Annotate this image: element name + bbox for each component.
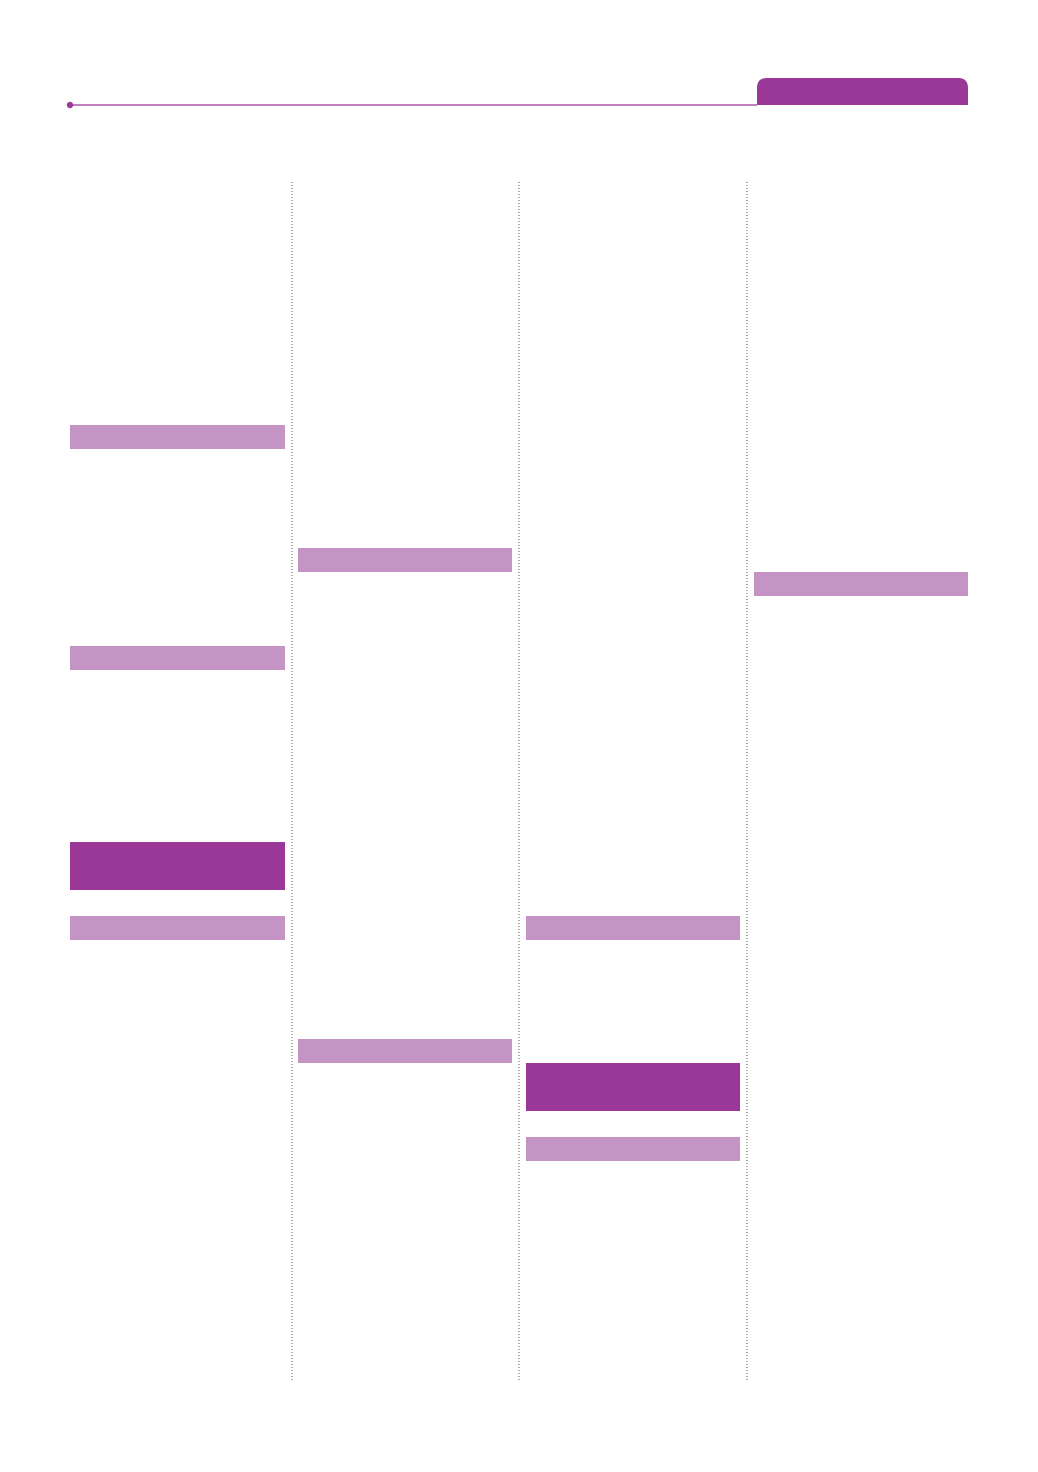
section-heading-bar bbox=[298, 548, 512, 572]
chapter-heading-block bbox=[70, 842, 285, 890]
header-dot bbox=[66, 101, 74, 109]
section-heading-bar bbox=[754, 572, 968, 596]
section-heading-bar bbox=[526, 1137, 740, 1161]
section-heading-bar bbox=[298, 1039, 512, 1063]
header-tab bbox=[757, 78, 968, 105]
section-heading-bar bbox=[70, 646, 285, 670]
section-heading-bar bbox=[526, 916, 740, 940]
section-heading-bar bbox=[70, 916, 285, 940]
chapter-heading-block bbox=[526, 1063, 740, 1111]
section-heading-bar bbox=[70, 425, 285, 449]
